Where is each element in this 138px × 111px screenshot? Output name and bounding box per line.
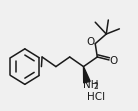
Text: O: O — [110, 56, 118, 66]
Text: NH: NH — [83, 80, 98, 90]
Text: HCl: HCl — [87, 92, 105, 102]
Text: 2: 2 — [93, 82, 98, 91]
Polygon shape — [83, 67, 90, 83]
Text: O: O — [87, 37, 95, 47]
